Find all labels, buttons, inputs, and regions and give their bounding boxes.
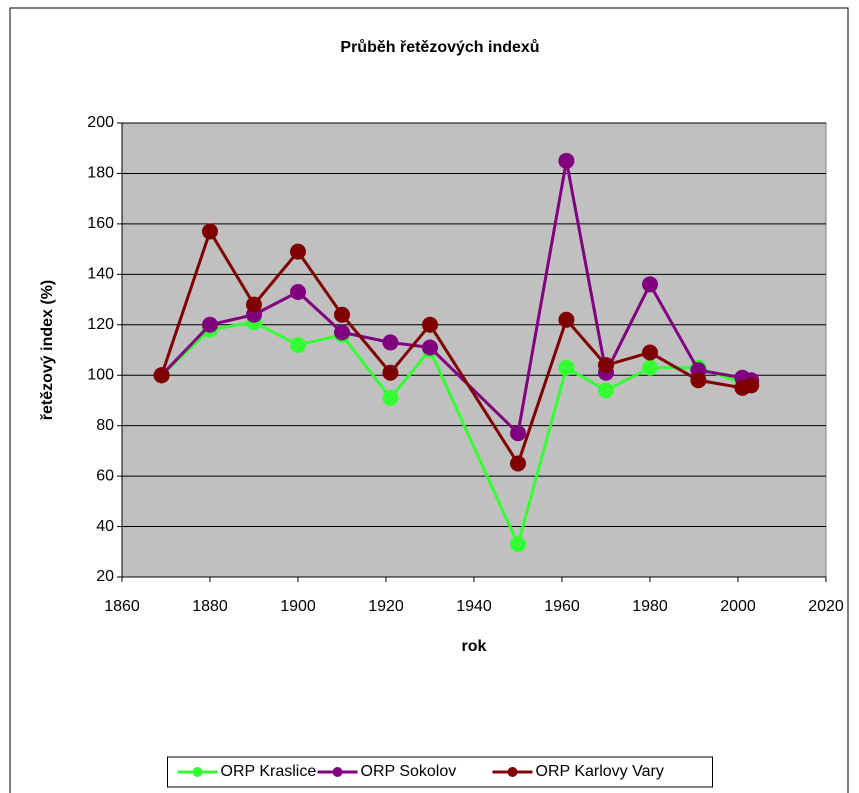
data-point [382, 389, 399, 406]
y-tick-label: 180 [87, 165, 114, 182]
legend-label: ORP Kraslice [221, 763, 317, 780]
data-point [598, 382, 614, 399]
data-point [334, 324, 350, 341]
x-axis-label: rok [462, 638, 487, 655]
y-tick-label: 140 [87, 266, 114, 283]
y-tick-label: 40 [96, 518, 114, 535]
x-tick-label: 1880 [192, 598, 228, 615]
plot-area [121, 122, 827, 578]
data-point [246, 296, 262, 313]
data-point [290, 336, 306, 353]
data-point [558, 359, 575, 376]
chart-title: Průběh řetězových indexů [340, 39, 539, 56]
data-point [558, 311, 575, 328]
y-tick-label: 20 [96, 568, 114, 585]
data-point [510, 425, 526, 442]
x-tick-label: 1960 [544, 598, 580, 615]
y-tick-label: 60 [96, 467, 114, 484]
data-point [598, 357, 614, 374]
legend-label: ORP Karlovy Vary [536, 763, 664, 780]
legend-box [167, 756, 713, 788]
data-point [153, 367, 170, 384]
series-line [160, 160, 752, 437]
data-point [202, 316, 218, 333]
x-tick-label: 1920 [368, 598, 404, 615]
data-point [690, 372, 707, 389]
data-point [558, 152, 575, 169]
data-point [202, 223, 218, 240]
data-point [743, 377, 760, 394]
legend-marker [332, 767, 343, 777]
x-tick-label: 1860 [104, 598, 140, 615]
x-tick-label: 2000 [720, 598, 756, 615]
legend-label: ORP Sokolov [361, 763, 457, 780]
legend-marker [507, 767, 518, 777]
series-line [160, 227, 752, 467]
data-point [382, 364, 399, 381]
x-tick-label: 2020 [808, 598, 844, 615]
data-point [642, 359, 658, 376]
data-point [382, 334, 399, 351]
data-point [422, 339, 438, 356]
y-tick-label: 120 [87, 316, 114, 333]
data-point [642, 276, 658, 293]
y-tick-label: 160 [87, 215, 114, 232]
data-point [334, 306, 350, 323]
data-point [290, 283, 306, 300]
y-tick-label: 200 [87, 114, 114, 131]
data-point [510, 536, 526, 553]
data-point [422, 316, 438, 333]
x-tick-label: 1980 [632, 598, 668, 615]
x-tick-label: 1940 [456, 598, 492, 615]
series-line [160, 320, 752, 549]
data-point [510, 455, 526, 472]
data-point [642, 344, 658, 361]
y-tick-label: 100 [87, 366, 114, 383]
y-axis-label: řetězový index (%) [39, 280, 56, 420]
data-point [290, 243, 306, 260]
x-tick-label: 1900 [280, 598, 316, 615]
legend-marker [192, 767, 203, 777]
y-tick-label: 80 [96, 417, 114, 434]
